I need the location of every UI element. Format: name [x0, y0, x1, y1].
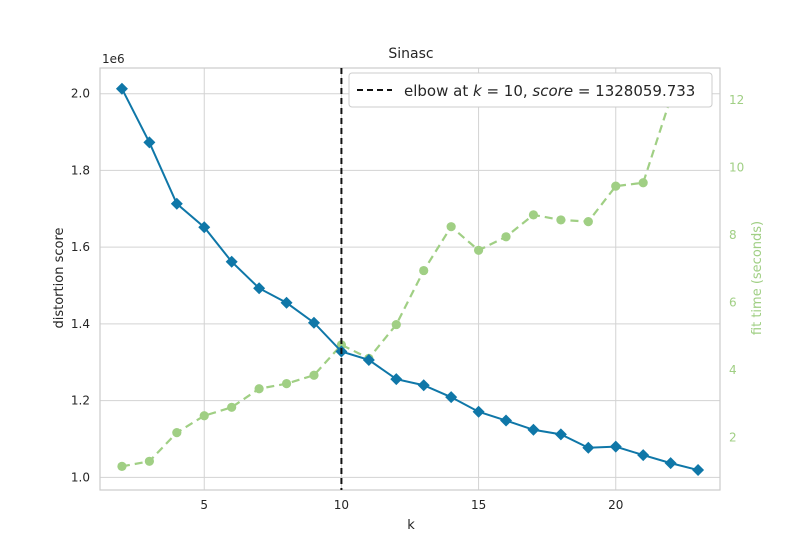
fit-time-point [199, 411, 209, 421]
y-axis-label: distortion score [52, 228, 67, 329]
y2-tick-label: 2 [729, 431, 737, 445]
legend-score-var: score [532, 82, 573, 100]
y-tick-label: 1.0 [71, 470, 90, 484]
distortion-point [225, 255, 238, 268]
distortion-point [582, 441, 595, 454]
x-tick-label: 15 [471, 498, 486, 512]
y-tick-label: 1.2 [71, 394, 90, 408]
y-axis-multiplier: 1e6 [102, 52, 125, 66]
distortion-point [115, 82, 128, 95]
fit-time-point [254, 384, 264, 394]
y-tick-label: 1.8 [71, 163, 90, 177]
fit-time-point [583, 217, 593, 227]
y-tick-label: 1.6 [71, 240, 90, 254]
distortion-point [445, 391, 458, 404]
distortion-point [609, 440, 622, 453]
distortion-point [198, 221, 211, 234]
distortion-point [170, 197, 183, 210]
distortion-point [417, 379, 430, 392]
chart-title: Sinasc [388, 46, 433, 62]
distortion-point [692, 464, 705, 477]
fit-time-point [528, 210, 539, 220]
distortion-line [121, 88, 699, 472]
legend-score-val: = 1328059.733 [573, 82, 695, 100]
legend-k-val: = 10, [482, 82, 533, 100]
fit-time-point [556, 215, 566, 225]
distortion-point [472, 405, 485, 418]
fit-time-point [336, 340, 347, 350]
distortion-point [637, 449, 650, 462]
legend-box [348, 72, 713, 108]
x-tick-label: 5 [200, 498, 208, 512]
grid-lines [100, 68, 720, 490]
distortion-point [390, 373, 403, 386]
distortion-point [527, 423, 540, 436]
y-tick-label: 2.0 [71, 87, 90, 101]
x-tick-label: 10 [334, 498, 349, 512]
y2-tick-label: 4 [729, 363, 737, 377]
y2-tick-label: 12 [729, 93, 744, 107]
y2-tick-label: 10 [729, 161, 744, 175]
fit-time-line [121, 82, 699, 468]
distortion-point [143, 136, 156, 149]
fit-time-point [473, 245, 484, 255]
distortion-point [554, 428, 567, 441]
distortion-point [280, 296, 293, 309]
distortion-point [664, 457, 677, 470]
distortion-point [307, 316, 320, 329]
fit-time-series [117, 78, 703, 471]
y2-tick-label: 6 [729, 296, 737, 310]
fit-time-point [501, 232, 511, 242]
distortion-point [362, 353, 375, 366]
fit-time-point [281, 379, 292, 389]
legend-label: elbow at k = 10, score = 1328059.733 [404, 82, 695, 100]
fit-time-point [144, 456, 154, 466]
x-tick-label: 20 [608, 498, 623, 512]
x-axis-label: k [407, 518, 415, 533]
distortion-series [115, 82, 705, 477]
fit-time-point [446, 222, 456, 232]
fit-time-point [391, 319, 401, 330]
legend-k-var: k [473, 82, 483, 100]
plot-frame [99, 67, 721, 491]
y-tick-label: 1.4 [71, 317, 90, 331]
fit-time-point [117, 461, 127, 471]
distortion-point [253, 282, 266, 295]
fit-time-point [227, 402, 237, 412]
y2-tick-label: 8 [729, 228, 737, 242]
legend-prefix: elbow at [404, 82, 473, 100]
fit-time-point [419, 265, 429, 276]
fit-time-point [638, 178, 648, 188]
y2-axis-label: fit time (seconds) [750, 221, 765, 335]
fit-time-point [611, 181, 621, 191]
fit-time-point [309, 370, 319, 380]
fit-time-point [172, 428, 182, 438]
legend: elbow at k = 10, score = 1328059.733 [348, 72, 713, 108]
distortion-point [500, 414, 513, 427]
tick-labels: 5 10 15 20 1.0 1.2 1.4 1.6 1.8 2.0 2 4 6 8 10 12 [71, 87, 744, 512]
